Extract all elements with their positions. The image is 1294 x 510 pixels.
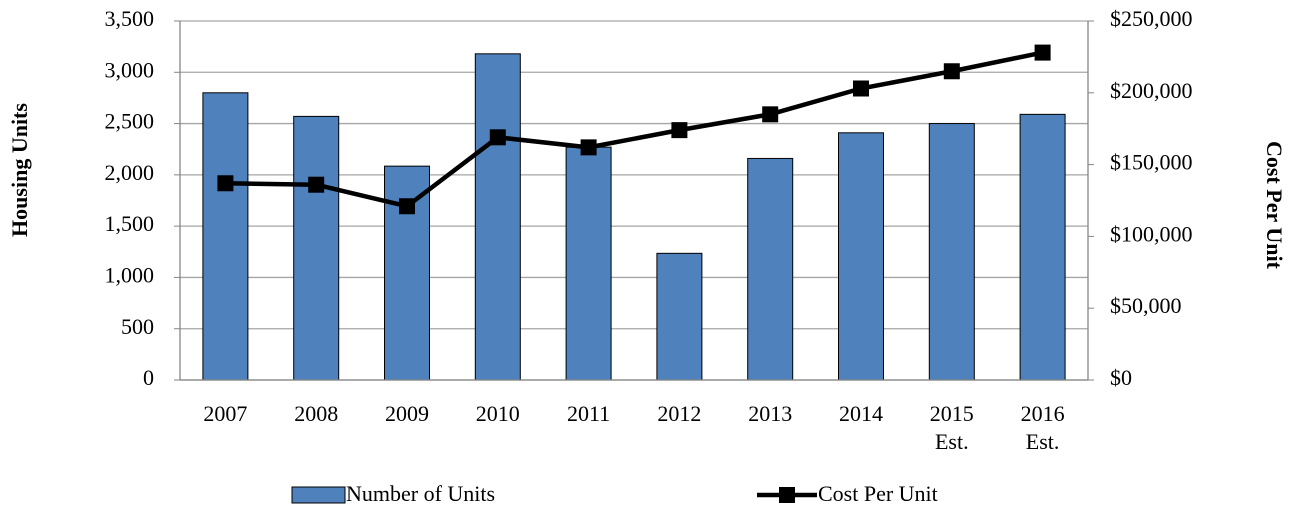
line-marker [489, 129, 506, 146]
y-tick-label: 2,500 [105, 109, 155, 134]
bar [1019, 113, 1066, 381]
y2-tick-label: $50,000 [1110, 293, 1182, 318]
bar [293, 115, 340, 381]
y2-tick-label: $100,000 [1110, 221, 1193, 246]
y-tick-label: 3,500 [105, 6, 155, 31]
x-tick-label: 2015 Est. [929, 401, 974, 454]
bar [384, 165, 430, 381]
bar [565, 146, 612, 381]
line-marker [217, 175, 234, 192]
y-tick-label: 1,500 [105, 211, 155, 236]
line-marker [671, 122, 688, 139]
y2-tick-label: $150,000 [1110, 150, 1193, 175]
y-tick-label: 1,000 [105, 262, 155, 287]
legend-marker [779, 487, 795, 503]
x-tick-label: 2014 [839, 401, 883, 426]
line-marker [762, 106, 779, 123]
y2-tick-label: $0 [1110, 365, 1132, 390]
line-marker [853, 80, 869, 97]
bar [747, 157, 794, 381]
y-axis-title: Housing Units [7, 103, 32, 237]
line-marker [943, 63, 960, 80]
line-marker [1034, 44, 1051, 61]
bar [928, 123, 975, 381]
bar [838, 132, 884, 381]
line-marker [580, 139, 597, 156]
legend-swatch [291, 486, 346, 504]
y2-axis-title: Cost Per Unit [1262, 141, 1287, 270]
y-tick-label: 3,000 [105, 57, 155, 82]
y-tick-label: 0 [143, 365, 154, 390]
y-tick-label: 500 [121, 314, 154, 339]
y-tick-label: 2,000 [105, 160, 155, 185]
line-marker [399, 198, 415, 215]
x-tick-label: 2010 [475, 401, 520, 426]
legend-label: Number of Units [346, 481, 495, 506]
legend-label: Cost Per Unit [818, 481, 938, 506]
line-marker [308, 176, 325, 193]
bar [656, 252, 703, 381]
y2-tick-label: $250,000 [1110, 6, 1193, 31]
x-tick-label: 2013 [748, 401, 793, 426]
x-tick-label: 2009 [385, 401, 429, 426]
y2-tick-label: $200,000 [1110, 78, 1193, 103]
x-tick-label: 2012 [657, 401, 702, 426]
bar [202, 92, 249, 381]
line-series [225, 50, 1044, 209]
x-tick-label: 2008 [294, 401, 339, 426]
x-tick-label: 2011 [567, 401, 611, 426]
x-tick-label: 2007 [203, 401, 248, 426]
bar [474, 53, 521, 381]
x-tick-label: 2016 Est. [1020, 401, 1065, 454]
